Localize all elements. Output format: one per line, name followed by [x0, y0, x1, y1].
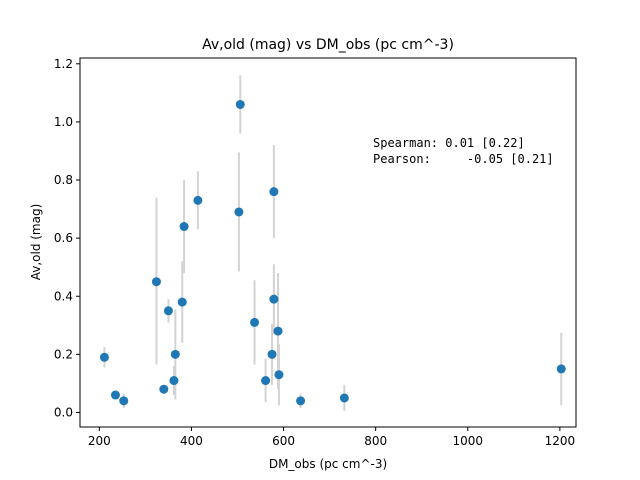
data-point-8	[177, 297, 187, 307]
data-point-21	[339, 393, 349, 403]
y-axis-ticks: 0.0 0.2 0.4 0.6 0.8 1.0 1.2	[54, 57, 80, 419]
data-point-1	[110, 390, 120, 400]
chart-title: Av,old (mag) vs DM_obs (pc cm^-3)	[202, 37, 454, 53]
data-point-7	[170, 349, 180, 359]
data-point-17	[269, 294, 279, 304]
x-tick-label-0: 200	[88, 434, 111, 448]
x-tick-label-5: 1200	[545, 434, 576, 448]
y-tick-label-4: 0.8	[54, 173, 73, 187]
data-point-18	[273, 326, 283, 336]
correlation-annotation-line-2: Pearson: -0.05 [0.21]	[373, 152, 554, 166]
data-point-10	[193, 195, 203, 205]
data-point-9	[179, 222, 189, 232]
x-axis-label: DM_obs (pc cm^-3)	[269, 457, 387, 471]
x-tick-label-2: 600	[272, 434, 295, 448]
data-point-11	[234, 207, 244, 217]
data-point-20	[296, 396, 306, 406]
data-point-22	[556, 364, 566, 374]
data-point-5	[163, 306, 173, 316]
x-tick-label-3: 800	[364, 434, 387, 448]
data-point-19	[274, 370, 284, 380]
data-point-3	[151, 277, 161, 287]
data-point-6	[169, 376, 179, 386]
point-layer	[99, 99, 566, 406]
data-point-2	[119, 396, 129, 406]
data-point-14	[261, 376, 271, 386]
x-tick-label-4: 1000	[453, 434, 484, 448]
data-point-16	[269, 187, 279, 197]
y-axis-label: Av,old (mag)	[29, 204, 43, 281]
x-axis-ticks: 200 400 600 800 1000 1200	[88, 427, 575, 448]
data-point-15	[267, 349, 277, 359]
plot-frame	[79, 57, 577, 428]
y-tick-label-1: 0.2	[54, 347, 73, 361]
y-tick-label-3: 0.6	[54, 231, 73, 245]
y-tick-label-0: 0.0	[54, 405, 73, 419]
x-tick-label-1: 400	[180, 434, 203, 448]
data-point-12	[235, 99, 245, 109]
y-tick-label-6: 1.2	[54, 57, 73, 71]
y-tick-label-5: 1.0	[54, 115, 73, 129]
data-point-4	[159, 384, 169, 394]
data-point-0	[99, 352, 109, 362]
y-tick-label-2: 0.4	[54, 289, 73, 303]
correlation-annotation-line-1: Spearman: 0.01 [0.22]	[373, 136, 525, 150]
data-point-13	[250, 317, 260, 327]
